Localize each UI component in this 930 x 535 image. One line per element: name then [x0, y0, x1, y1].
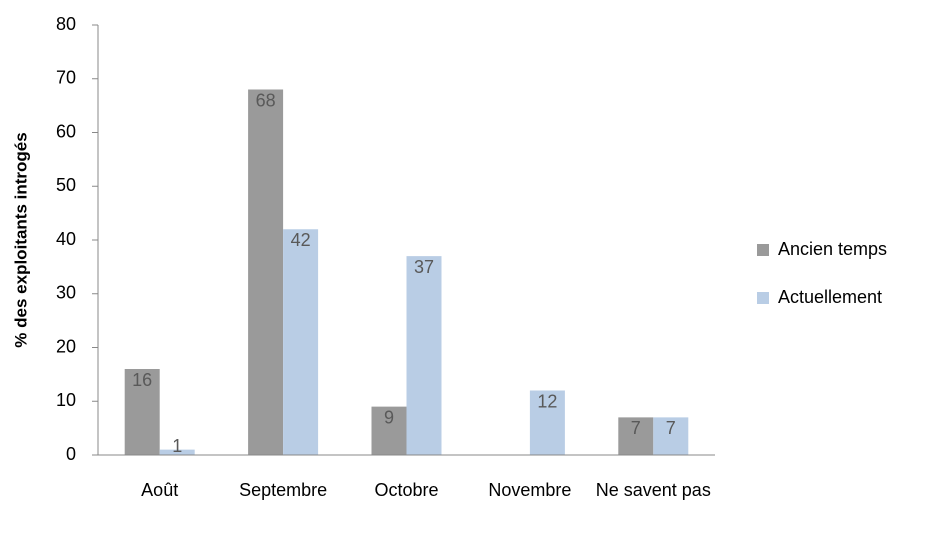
bar: [283, 229, 319, 455]
data-label: 12: [537, 391, 557, 411]
legend-label: Actuellement: [778, 287, 882, 307]
bar: [529, 390, 565, 455]
legend-label: Ancien temps: [778, 239, 887, 259]
x-tick-label: Novembre: [488, 480, 572, 500]
data-label: 37: [414, 257, 434, 277]
y-tick-label: 80: [56, 14, 76, 34]
data-label: 7: [666, 418, 676, 438]
data-label: 9: [384, 407, 394, 427]
legend-swatch: [757, 292, 769, 304]
y-tick-label: 60: [56, 121, 76, 141]
bar: [406, 256, 442, 455]
y-axis-title: % des exploitants introgés: [11, 132, 30, 347]
bar: [124, 369, 160, 455]
y-tick-label: 50: [56, 175, 76, 195]
y-tick-label: 0: [66, 444, 76, 464]
y-tick-label: 20: [56, 336, 76, 356]
bar: [618, 417, 654, 455]
x-tick-label: Septembre: [239, 480, 328, 500]
y-tick-label: 70: [56, 68, 76, 88]
bar: [653, 417, 689, 455]
data-label: 1: [172, 436, 182, 456]
data-label: 7: [631, 418, 641, 438]
data-label: 68: [256, 90, 276, 110]
bar: [371, 406, 407, 455]
bar: [159, 449, 195, 455]
x-tick-label: Octobre: [374, 480, 439, 500]
legend-swatch: [757, 244, 769, 256]
data-label: 42: [291, 230, 311, 250]
y-tick-label: 40: [56, 229, 76, 249]
y-tick-label: 30: [56, 283, 76, 303]
x-tick-label: Août: [141, 480, 179, 500]
x-tick-label: Ne savent pas: [595, 480, 711, 500]
bar: [248, 89, 284, 455]
data-label: 16: [132, 370, 152, 390]
y-tick-label: 10: [56, 390, 76, 410]
